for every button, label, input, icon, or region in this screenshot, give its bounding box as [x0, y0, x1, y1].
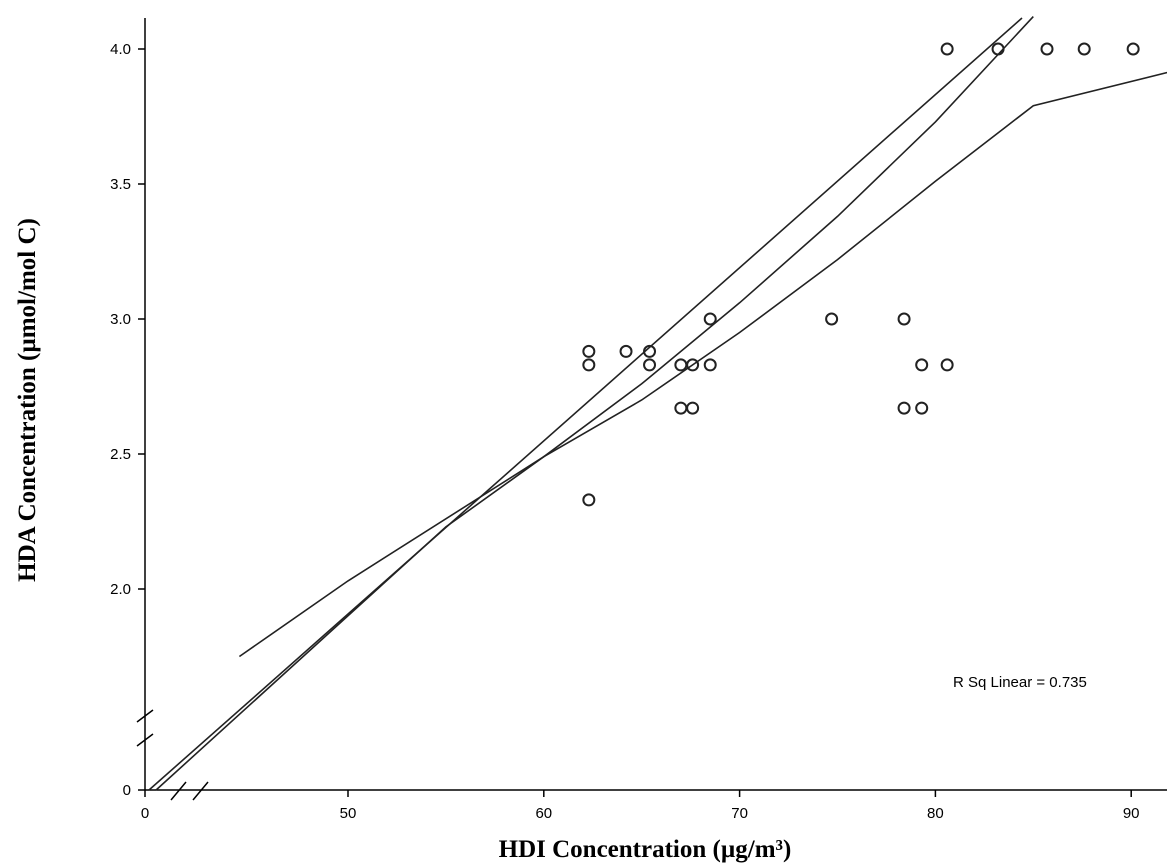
- y-tick-label: 2.0: [110, 581, 131, 598]
- data-point: [582, 358, 596, 372]
- x-axis-break-mark: [170, 781, 209, 801]
- data-point: [940, 42, 954, 56]
- x-ticks: 05060708090100: [141, 790, 1140, 822]
- data-point: [643, 358, 657, 372]
- data-point: [1077, 42, 1091, 56]
- x-tick-label: 60: [535, 805, 552, 822]
- data-point: [643, 344, 657, 358]
- data-point: [703, 358, 717, 372]
- y-tick-label: 3.0: [110, 311, 131, 328]
- x-tick-label: 0: [141, 805, 149, 822]
- fit-lines: [148, 16, 1167, 791]
- data-point: [686, 358, 700, 372]
- data-point: [686, 401, 700, 415]
- x-axis-title: HDI Concentration (µg/m³): [499, 836, 792, 863]
- data-points: [582, 42, 1140, 507]
- y-ticks: 0 2.0 2.5 3.0 3.5 4.0: [110, 41, 145, 799]
- y-tick-label: 0: [123, 782, 131, 799]
- data-point: [582, 493, 596, 507]
- data-point: [897, 312, 911, 326]
- confidence-band-lower: [155, 71, 1167, 791]
- data-point: [915, 401, 929, 415]
- data-point: [674, 401, 688, 415]
- r-squared-annotation: R Sq Linear = 0.735: [953, 674, 1087, 691]
- y-axis-title: HDA Concentration (µmol/mol C): [14, 218, 41, 582]
- data-point: [1040, 42, 1054, 56]
- regression-line: [148, 17, 1023, 791]
- y-tick-label: 3.5: [110, 176, 131, 193]
- x-tick-label: 70: [731, 805, 748, 822]
- y-axis-break-mark: [136, 709, 154, 747]
- data-point: [897, 401, 911, 415]
- data-point: [582, 344, 596, 358]
- x-tick-label: 50: [340, 805, 357, 822]
- data-point: [915, 358, 929, 372]
- confidence-band-upper: [238, 16, 1034, 658]
- y-tick-label: 4.0: [110, 41, 131, 58]
- x-tick-label: 90: [1123, 805, 1140, 822]
- data-point: [674, 358, 688, 372]
- y-tick-label: 2.5: [110, 446, 131, 463]
- x-tick-label: 80: [927, 805, 944, 822]
- data-point: [703, 312, 717, 326]
- data-point: [825, 312, 839, 326]
- data-point: [619, 344, 633, 358]
- data-point: [1126, 42, 1140, 56]
- data-point: [991, 42, 1005, 56]
- data-point: [940, 358, 954, 372]
